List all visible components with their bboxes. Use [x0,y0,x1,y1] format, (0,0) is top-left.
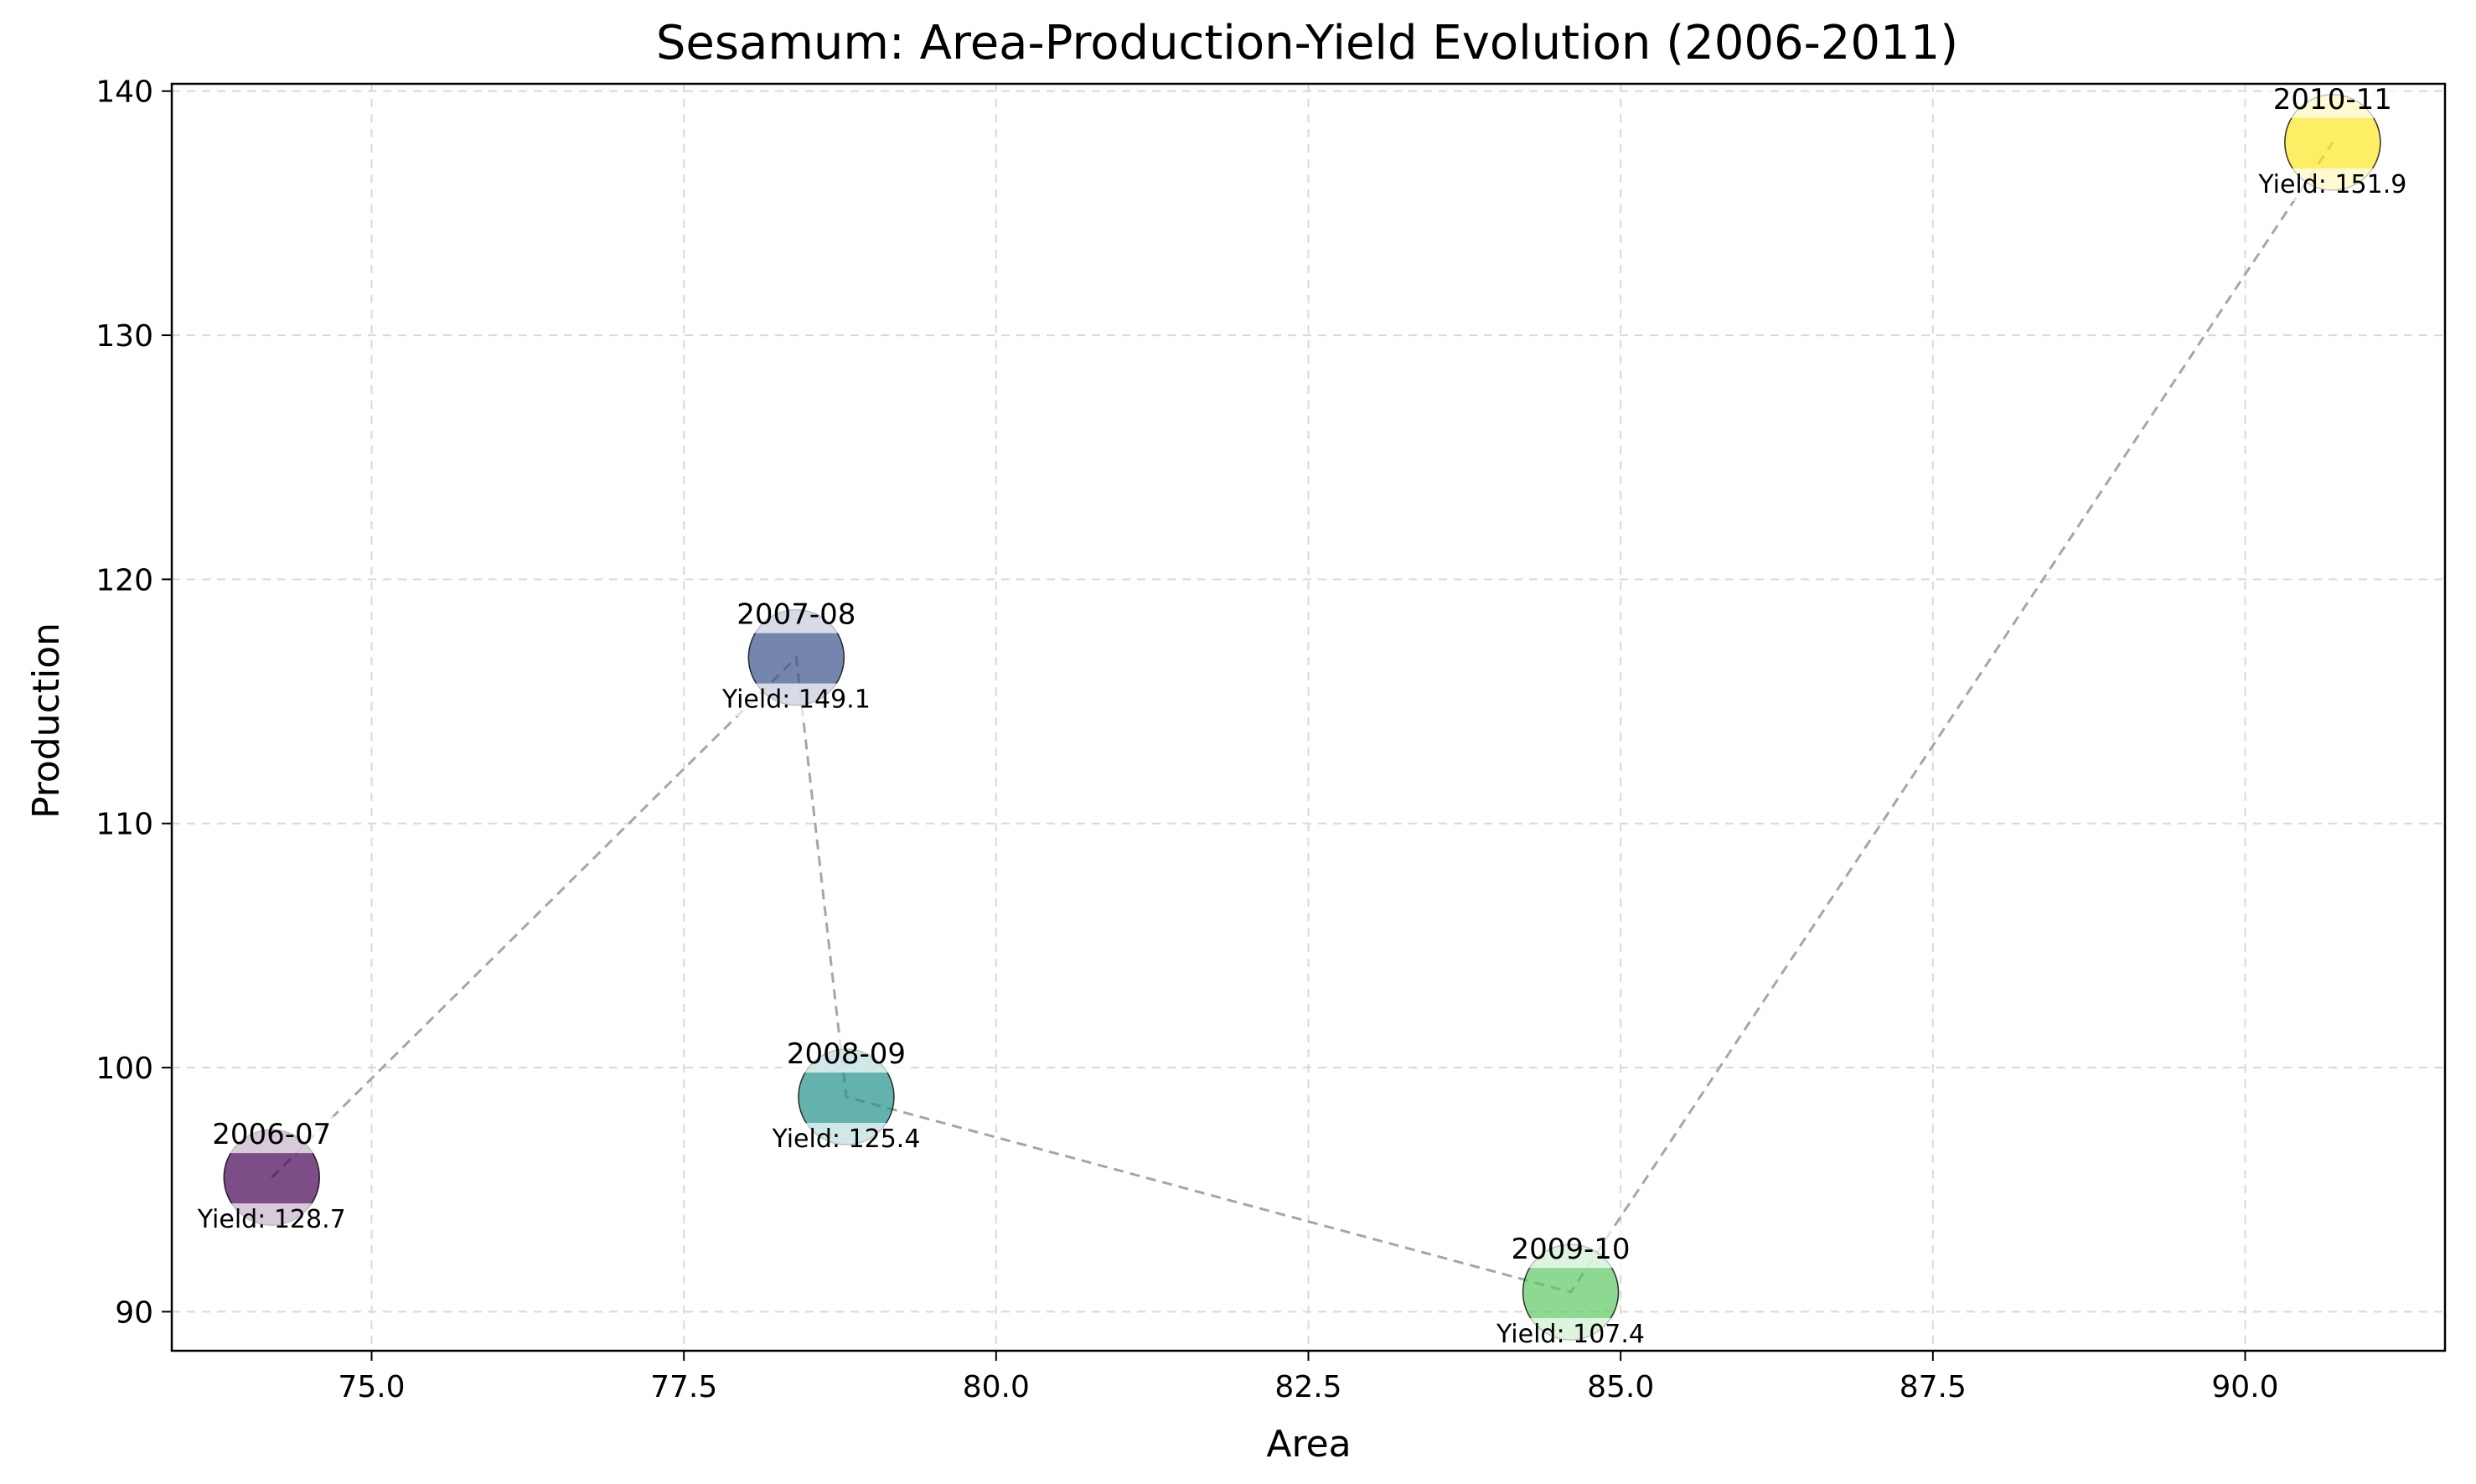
x-tick-label: 75.0 [338,1370,405,1404]
chart-title: Sesamum: Area-Production-Yield Evolution… [656,16,1958,70]
y-tick-label: 120 [96,563,153,597]
y-tick-label: 140 [96,75,153,110]
y-tick-label: 130 [96,319,153,354]
point-label: 2009-10 [1512,1233,1631,1266]
yield-label-background [191,1203,351,1237]
y-tick-label: 90 [115,1295,153,1330]
yield-label-background [2252,168,2412,201]
yield-label: Yield: 128.7 [197,1205,346,1234]
grid-lines [172,84,2445,1351]
yield-label: Yield: 149.1 [721,685,871,715]
x-axis-label: Area [1266,1423,1351,1466]
point-label-background [781,1036,911,1073]
point-label: 2006-07 [212,1118,331,1151]
x-tick-label: 85.0 [1587,1370,1654,1404]
data-points [223,94,2381,1341]
point-labels: 2006-07 Yield: 128.7 2007-08 Yield: 149.1 20… [191,80,2412,1352]
y-tick-label: 100 [96,1052,153,1086]
yield-label-background [716,683,876,716]
x-tick-label: 90.0 [2211,1370,2278,1404]
plot-frame [170,82,2447,1352]
y-axis-label: Production [25,623,68,819]
point-label-background [2267,80,2397,118]
point-label-background [207,1116,337,1154]
x-tick-label: 82.5 [1274,1370,1341,1404]
x-tick-label: 80.0 [963,1370,1030,1404]
yield-label: Yield: 151.9 [2257,170,2406,199]
yield-label: Yield: 125.4 [771,1125,920,1154]
axis-ticks: 75.0 77.5 80.0 82.5 85.0 87.5 90.0 90 100 110 120 1… [96,75,2278,1404]
y-tick-label: 110 [96,808,153,842]
x-tick-label: 87.5 [1900,1370,1967,1404]
point-label-background [1506,1231,1636,1269]
point-label: 2008-09 [787,1037,906,1071]
x-tick-label: 77.5 [650,1370,717,1404]
yield-label-background [766,1123,926,1156]
point-label-background [731,596,861,633]
point-label: 2007-08 [737,598,855,632]
point-label: 2010-11 [2273,83,2392,116]
yield-label-background [1491,1318,1651,1352]
yield-label: Yield: 107.4 [1496,1320,1645,1349]
